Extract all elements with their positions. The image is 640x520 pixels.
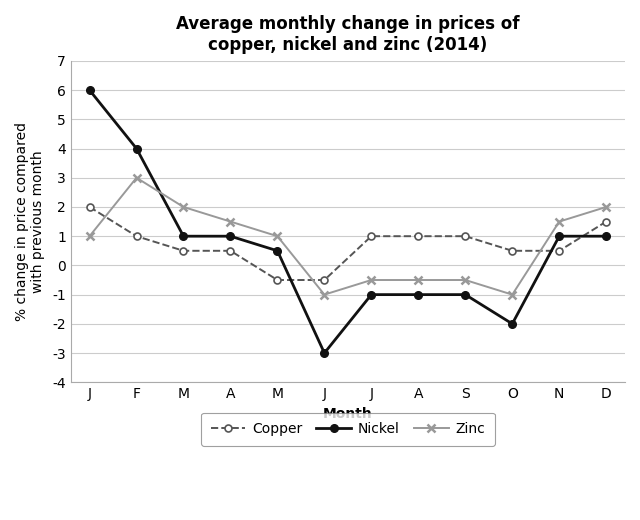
Y-axis label: % change in price compared
with previous month: % change in price compared with previous… [15, 122, 45, 321]
Title: Average monthly change in prices of
copper, nickel and zinc (2014): Average monthly change in prices of copp… [176, 15, 520, 54]
Legend: Copper, Nickel, Zinc: Copper, Nickel, Zinc [201, 412, 495, 446]
X-axis label: Month: Month [323, 407, 372, 421]
